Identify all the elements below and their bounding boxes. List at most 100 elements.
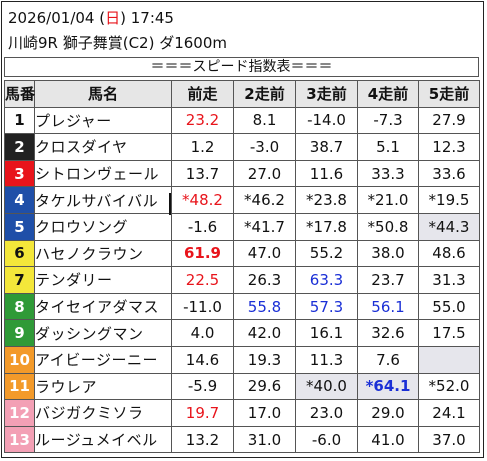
horse-number: 9 bbox=[4, 319, 35, 347]
speed-index-cell: 17.5 bbox=[418, 319, 480, 347]
horse-name: アイビージーニー bbox=[34, 345, 172, 374]
table-row: 13 ルージュメイベル 13.2 31.0 -6.0 41.0 37.0 bbox=[4, 425, 480, 454]
speed-index-cell: 33.6 bbox=[418, 159, 480, 188]
horse-number: 5 bbox=[4, 212, 35, 241]
speed-index-cell: *44.3 bbox=[418, 212, 480, 241]
speed-index-cell: 22.5 bbox=[171, 266, 234, 294]
table-row: 9 ダッシングマン 4.0 42.0 16.1 32.6 17.5 bbox=[4, 319, 480, 347]
horse-name: ラウレア bbox=[34, 372, 172, 401]
speed-index-cell: 33.3 bbox=[357, 159, 419, 188]
table-row: 7 テンダリー 22.5 26.3 63.3 23.7 31.3 bbox=[4, 266, 480, 294]
speed-index-cell: *17.8 bbox=[295, 212, 358, 241]
speed-index-cell: 37.0 bbox=[418, 425, 480, 454]
speed-index-cell: 12.3 bbox=[418, 133, 480, 161]
speed-index-cell: 23.2 bbox=[171, 106, 234, 135]
table-row: 6 ハセノクラウン 61.9 47.0 55.2 38.0 48.6 bbox=[4, 239, 480, 268]
col-header-name: 馬名 bbox=[34, 80, 172, 108]
speed-index-cell: 7.6 bbox=[357, 345, 419, 374]
horse-name: バジガクミソラ bbox=[34, 399, 172, 427]
speed-index-cell: 29.0 bbox=[357, 399, 419, 427]
speed-index-cell: *41.7 bbox=[233, 212, 296, 241]
horse-name: クロウソング bbox=[34, 212, 172, 241]
speed-index-cell: 47.0 bbox=[233, 239, 296, 268]
race-datetime: 2026/01/04 (日) 17:45 bbox=[8, 8, 174, 28]
speed-index-cell: -3.0 bbox=[233, 133, 296, 161]
speed-index-cell: -11.0 bbox=[171, 292, 234, 321]
speed-index-cell: 57.3 bbox=[295, 292, 358, 321]
horse-name: ダッシングマン bbox=[34, 319, 172, 347]
speed-index-cell: 38.0 bbox=[357, 239, 419, 268]
speed-index-cell: 8.1 bbox=[233, 106, 296, 135]
speed-index-table: 馬番 馬名 前走 2走前 3走前 4走前 5走前 1 プレジャー 23.2 8.1 -1… bbox=[4, 80, 480, 454]
speed-index-cell: 19.7 bbox=[171, 399, 234, 427]
col-header-number: 馬番 bbox=[4, 80, 35, 108]
speed-index-cell: *64.1 bbox=[357, 372, 419, 401]
speed-index-cell: 16.1 bbox=[295, 319, 358, 347]
speed-index-cell: 23.7 bbox=[357, 266, 419, 294]
speed-index-cell: -1.6 bbox=[171, 212, 234, 241]
horse-name: タケルサバイバル bbox=[34, 186, 172, 214]
speed-index-cell: 63.3 bbox=[295, 266, 358, 294]
horse-number: 13 bbox=[4, 425, 35, 454]
horse-number: 11 bbox=[4, 372, 35, 401]
speed-index-cell: -6.0 bbox=[295, 425, 358, 454]
horse-number: 12 bbox=[4, 399, 35, 427]
table-row: 2 クロスダイヤ 1.2 -3.0 38.7 5.1 12.3 bbox=[4, 133, 480, 161]
table-title: ＝＝＝スピード指数表＝＝＝ bbox=[4, 57, 479, 77]
horse-number: 4 bbox=[4, 186, 35, 214]
table-row: 8 タイセイアダマス -11.0 55.8 57.3 56.1 55.0 bbox=[4, 292, 480, 321]
horse-number: 6 bbox=[4, 239, 35, 268]
horse-number: 7 bbox=[4, 266, 35, 294]
speed-index-cell: 55.8 bbox=[233, 292, 296, 321]
horse-name: クロスダイヤ bbox=[34, 133, 172, 161]
speed-index-cell: 5.1 bbox=[357, 133, 419, 161]
speed-index-cell: 42.0 bbox=[233, 319, 296, 347]
speed-index-cell: 56.1 bbox=[357, 292, 419, 321]
weekday-open-paren: ( bbox=[94, 9, 106, 27]
speed-index-cell: *23.8 bbox=[295, 186, 358, 214]
speed-index-cell: *21.0 bbox=[357, 186, 419, 214]
horse-number: 3 bbox=[4, 159, 35, 188]
speed-index-cell: 55.2 bbox=[295, 239, 358, 268]
col-header-3back: 3走前 bbox=[295, 80, 358, 108]
speed-index-cell: 27.9 bbox=[418, 106, 480, 135]
col-header-last: 前走 bbox=[171, 80, 234, 108]
race-weekday: 日 bbox=[105, 9, 121, 27]
speed-index-cell: 1.2 bbox=[171, 133, 234, 161]
speed-index-cell: 14.6 bbox=[171, 345, 234, 374]
table-row: 1 プレジャー 23.2 8.1 -14.0 -7.3 27.9 bbox=[4, 106, 480, 135]
row-marker bbox=[169, 193, 171, 215]
race-info: 川崎9R 獅子舞賞(C2) ダ1600m bbox=[8, 34, 228, 52]
horse-number: 8 bbox=[4, 292, 35, 321]
speed-index-cell: 11.6 bbox=[295, 159, 358, 188]
race-date: 2026/01/04 bbox=[8, 9, 95, 27]
speed-index-cell: *19.5 bbox=[418, 186, 480, 214]
horse-name: タイセイアダマス bbox=[34, 292, 172, 321]
weekday-close-paren: ) bbox=[120, 9, 131, 27]
table-row: 3 シトロンヴェール 13.7 27.0 11.6 33.3 33.6 bbox=[4, 159, 480, 188]
horse-number: 2 bbox=[4, 133, 35, 161]
speed-index-cell: *40.0 bbox=[295, 372, 358, 401]
speed-index-cell: 17.0 bbox=[233, 399, 296, 427]
horse-name: ハセノクラウン bbox=[34, 239, 172, 268]
table-row: 10 アイビージーニー 14.6 19.3 11.3 7.6 bbox=[4, 345, 480, 374]
speed-index-cell: *46.2 bbox=[233, 186, 296, 214]
speed-index-cell: 26.3 bbox=[233, 266, 296, 294]
col-header-4back: 4走前 bbox=[357, 80, 419, 108]
table-header-row: 馬番 馬名 前走 2走前 3走前 4走前 5走前 bbox=[4, 80, 480, 108]
speed-index-cell: 31.0 bbox=[233, 425, 296, 454]
speed-index-cell: 19.3 bbox=[233, 345, 296, 374]
speed-index-cell: *50.8 bbox=[357, 212, 419, 241]
speed-index-cell: 11.3 bbox=[295, 345, 358, 374]
horse-name: テンダリー bbox=[34, 266, 172, 294]
speed-index-cell: 29.6 bbox=[233, 372, 296, 401]
col-header-2back: 2走前 bbox=[233, 80, 296, 108]
speed-index-cell: *48.2 bbox=[171, 186, 234, 214]
speed-index-cell: 13.7 bbox=[171, 159, 234, 188]
race-time: 17:45 bbox=[130, 9, 174, 27]
horse-number: 10 bbox=[4, 345, 35, 374]
table-row: 12 バジガクミソラ 19.7 17.0 23.0 29.0 24.1 bbox=[4, 399, 480, 427]
speed-index-cell: *52.0 bbox=[418, 372, 480, 401]
horse-name: ルージュメイベル bbox=[34, 425, 172, 454]
speed-index-cell: -5.9 bbox=[171, 372, 234, 401]
